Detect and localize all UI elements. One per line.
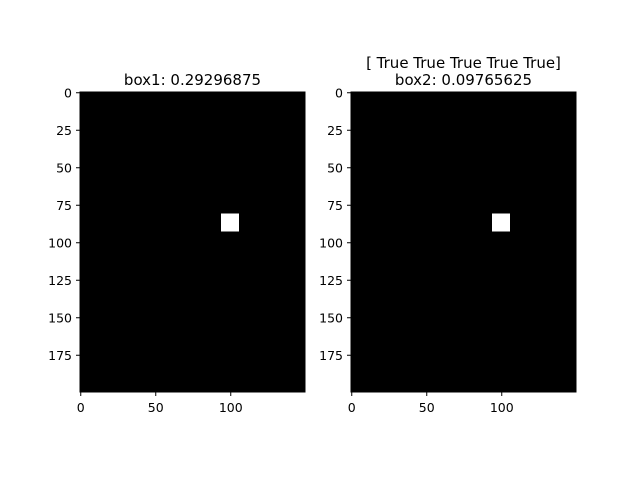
x-tick-label: 0 (77, 400, 85, 415)
left-image-panel: 0 25 50 75 100 125 150 175 0 50 100 box1: 0.2929687… (48, 71, 306, 415)
axes-frame (350, 91, 577, 393)
right-image-panel: 0 25 50 75 100 125 150 175 0 50 100 [ True True Tru… (319, 54, 577, 415)
x-tick-label: 0 (348, 400, 356, 415)
x-tick-label: 100 (219, 400, 243, 415)
y-tick-label: 150 (319, 310, 343, 325)
panel-title: box2: 0.09765625 (395, 71, 532, 89)
image-background (80, 92, 305, 392)
x-tick-label: 50 (148, 400, 164, 415)
y-tick-label: 175 (319, 348, 343, 363)
y-tick-label: 125 (48, 273, 72, 288)
box-mark (221, 213, 239, 232)
box-mark (492, 213, 510, 232)
x-tick-label: 100 (490, 400, 514, 415)
x-tick-label: 50 (419, 400, 435, 415)
panel-title: box1: 0.29296875 (124, 71, 261, 89)
y-tick-label: 75 (327, 198, 343, 213)
y-tick-label: 125 (319, 273, 343, 288)
y-tick-label: 100 (48, 235, 72, 250)
image-background (351, 92, 576, 392)
y-tick-label: 150 (48, 310, 72, 325)
y-tick-label: 25 (327, 123, 343, 138)
y-tick-label: 50 (56, 160, 72, 175)
y-tick-label: 175 (48, 348, 72, 363)
y-tick-label: 0 (64, 85, 72, 100)
y-tick-label: 25 (56, 123, 72, 138)
y-tick-label: 50 (327, 160, 343, 175)
axes-frame (79, 91, 306, 393)
y-tick-label: 75 (56, 198, 72, 213)
y-tick-label: 0 (335, 85, 343, 100)
y-tick-label: 100 (319, 235, 343, 250)
panel-title: [ True True True True True] (366, 54, 561, 72)
